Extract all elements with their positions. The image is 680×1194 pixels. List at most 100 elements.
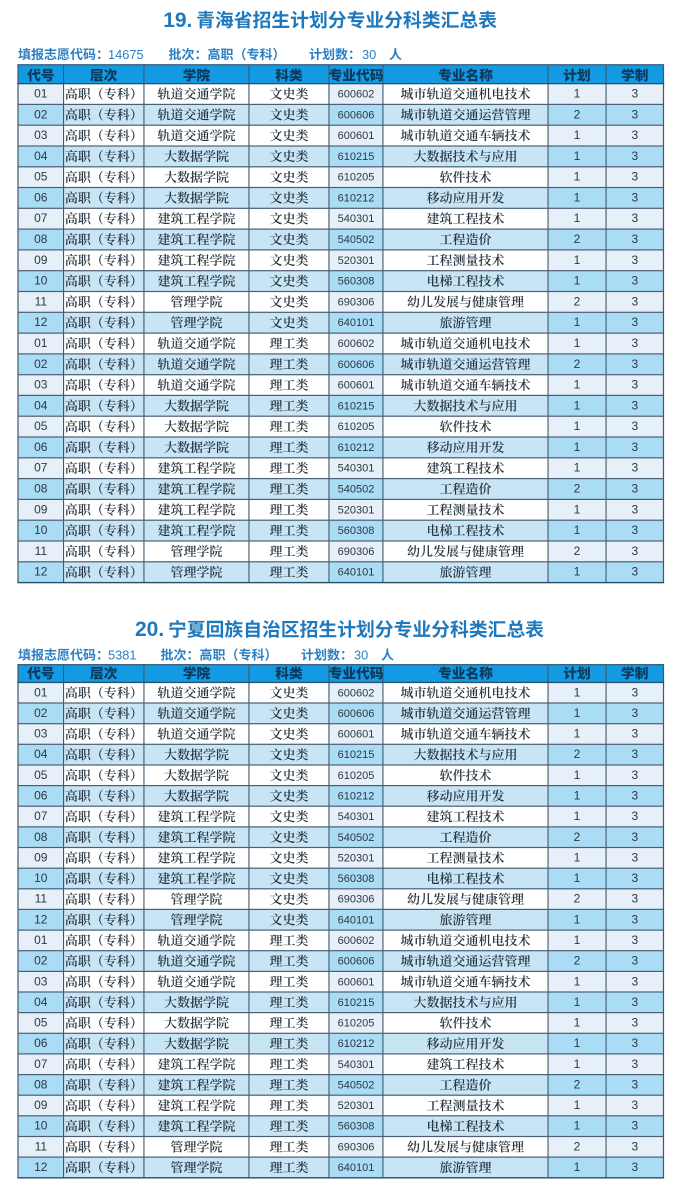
svg-text:600601: 600601 (338, 976, 375, 988)
svg-text:1: 1 (574, 768, 581, 782)
svg-text:600606: 600606 (338, 109, 375, 121)
svg-text:02: 02 (34, 706, 48, 720)
svg-text:3: 3 (631, 544, 638, 558)
svg-text:1: 1 (574, 440, 581, 454)
svg-text:3: 3 (631, 482, 638, 496)
svg-text:3: 3 (631, 502, 638, 516)
svg-text:1: 1 (574, 974, 581, 988)
svg-text:690306: 690306 (338, 546, 375, 558)
svg-text:3: 3 (631, 440, 638, 454)
svg-text:540301: 540301 (338, 1059, 375, 1071)
svg-text:610205: 610205 (338, 172, 375, 184)
svg-text:3: 3 (631, 830, 638, 844)
svg-text:02: 02 (34, 954, 48, 968)
svg-text:11: 11 (35, 1139, 48, 1153)
svg-text:2: 2 (574, 1139, 581, 1153)
svg-text:610215: 610215 (338, 400, 375, 412)
svg-text:3: 3 (631, 1078, 638, 1092)
svg-text:09: 09 (34, 1098, 48, 1112)
svg-text:1: 1 (574, 685, 581, 699)
svg-text:610212: 610212 (338, 192, 375, 204)
svg-text:3: 3 (631, 87, 638, 101)
svg-text:600606: 600606 (338, 708, 375, 720)
svg-text:02: 02 (34, 107, 48, 121)
svg-text:600602: 600602 (338, 89, 375, 101)
svg-text:640101: 640101 (338, 567, 375, 579)
svg-text:3: 3 (631, 789, 638, 803)
svg-text:520301: 520301 (338, 852, 375, 864)
svg-text:3: 3 (631, 523, 638, 537)
svg-text:520301: 520301 (338, 504, 375, 516)
svg-text:610212: 610212 (338, 791, 375, 803)
svg-text:07: 07 (34, 809, 48, 823)
svg-text:610205: 610205 (338, 1018, 375, 1030)
svg-text:540502: 540502 (338, 484, 375, 496)
svg-text:1: 1 (574, 149, 581, 163)
svg-text:1: 1 (574, 1160, 581, 1174)
svg-text:3: 3 (631, 253, 638, 267)
svg-text:1: 1 (574, 850, 581, 864)
svg-text:06: 06 (34, 789, 48, 803)
svg-text:2: 2 (574, 1078, 581, 1092)
svg-text:1: 1 (574, 1057, 581, 1071)
svg-text:1: 1 (574, 1098, 581, 1112)
svg-text:3: 3 (631, 706, 638, 720)
svg-text:05: 05 (34, 768, 48, 782)
svg-text:2: 2 (574, 892, 581, 906)
svg-text:560308: 560308 (338, 873, 375, 885)
svg-text:03: 03 (34, 974, 48, 988)
svg-text:08: 08 (34, 1078, 48, 1092)
svg-text:3: 3 (631, 190, 638, 204)
svg-text:560308: 560308 (338, 1121, 375, 1133)
svg-text:3: 3 (631, 315, 638, 329)
svg-text:3: 3 (631, 871, 638, 885)
svg-text:06: 06 (34, 1036, 48, 1050)
svg-text:600601: 600601 (338, 130, 375, 142)
svg-text:04: 04 (34, 747, 48, 761)
svg-text:3: 3 (631, 850, 638, 864)
svg-text:1: 1 (574, 565, 581, 579)
svg-text:07: 07 (34, 211, 48, 225)
svg-text:3: 3 (631, 685, 638, 699)
svg-text:540301: 540301 (338, 463, 375, 475)
svg-text:1: 1 (574, 170, 581, 184)
svg-text:1: 1 (574, 912, 581, 926)
svg-text:610205: 610205 (338, 421, 375, 433)
svg-text:3: 3 (631, 107, 638, 121)
svg-text:1: 1 (574, 398, 581, 412)
svg-text:1: 1 (574, 995, 581, 1009)
svg-text:03: 03 (34, 128, 48, 142)
svg-text:04: 04 (34, 398, 48, 412)
svg-text:3: 3 (631, 419, 638, 433)
svg-text:12: 12 (34, 315, 48, 329)
svg-text:640101: 640101 (338, 914, 375, 926)
svg-text:610205: 610205 (338, 770, 375, 782)
svg-text:3: 3 (631, 274, 638, 288)
svg-text:1: 1 (574, 128, 581, 142)
svg-text:01: 01 (34, 336, 48, 350)
svg-text:2: 2 (574, 747, 581, 761)
svg-text:30: 30 (362, 47, 376, 62)
svg-text:610212: 610212 (338, 1038, 375, 1050)
svg-text:12: 12 (34, 1160, 48, 1174)
svg-text:1: 1 (574, 727, 581, 741)
svg-text:1: 1 (574, 190, 581, 204)
svg-text:1: 1 (574, 87, 581, 101)
svg-text:610212: 610212 (338, 442, 375, 454)
svg-text:2: 2 (574, 954, 581, 968)
svg-text:3: 3 (631, 211, 638, 225)
svg-text:08: 08 (34, 232, 48, 246)
svg-text:03: 03 (34, 727, 48, 741)
svg-text:560308: 560308 (338, 276, 375, 288)
svg-text:3: 3 (631, 995, 638, 1009)
svg-text:3: 3 (631, 565, 638, 579)
svg-text:1: 1 (574, 211, 581, 225)
svg-text:3: 3 (631, 170, 638, 184)
svg-text:11: 11 (35, 544, 48, 558)
svg-text:610215: 610215 (338, 151, 375, 163)
svg-text:05: 05 (34, 1016, 48, 1030)
svg-text:3: 3 (631, 336, 638, 350)
svg-text:1: 1 (574, 1119, 581, 1133)
svg-text:09: 09 (34, 502, 48, 516)
svg-text:3: 3 (631, 232, 638, 246)
